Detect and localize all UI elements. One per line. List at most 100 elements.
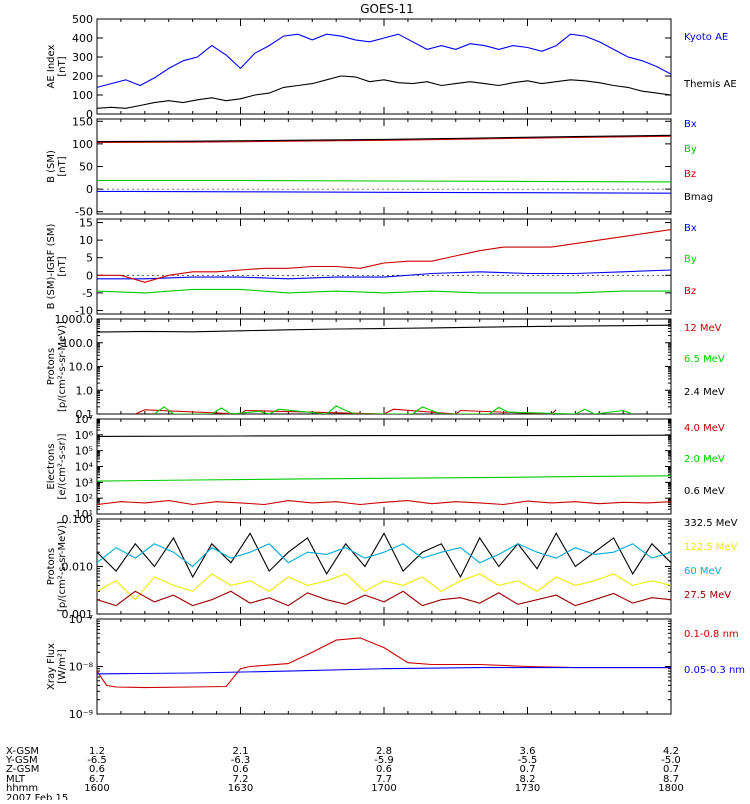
- legend-entry: 27.5 MeV: [684, 590, 731, 601]
- legend-entry: Bx: [684, 119, 697, 130]
- panel-frame: [96, 218, 672, 315]
- panel-b_minus_igrf: -10 -5 0 5 10 15 B (SM)-IGRF (SM) [nT] Bx By Bz: [46, 217, 697, 318]
- y-tick-label: -10: [75, 304, 93, 317]
- series-line-0-05-0-3-nm: [97, 667, 671, 675]
- y-tick-label: 0.010: [62, 561, 94, 574]
- series-line-6-5-mev: [154, 405, 633, 414]
- legend-entry: 2.4 MeV: [684, 387, 725, 398]
- series-line-bx: [97, 269, 671, 280]
- y-tick-label: 10.0: [69, 361, 94, 374]
- legend-entry: By: [684, 144, 697, 155]
- legend-entry: 0.05-0.3 nm: [684, 665, 745, 676]
- y-tick-label: 0.100: [62, 513, 94, 526]
- y-axis-label: [nT]: [57, 256, 68, 276]
- legend-entry: 60 MeV: [684, 566, 722, 577]
- y-axis-label: Protons: [46, 348, 57, 385]
- y-tick-label: 0: [86, 108, 93, 121]
- legend-entry: 4.0 MeV: [684, 423, 725, 434]
- y-axis-label: AE Index: [46, 44, 57, 88]
- panel-ae: 0 100 200 300 400 500 AE Index [nT] Kyoto AE Them…: [46, 13, 737, 121]
- y-tick-label: 300: [72, 51, 93, 64]
- y-tick-label: 10⁴: [75, 461, 94, 474]
- ephemeris-value: -5.5: [518, 755, 538, 766]
- panel-frame: [96, 418, 672, 515]
- series-line-332-5-mev: [97, 532, 671, 579]
- series-line-by: [97, 288, 671, 294]
- y-tick-label: 10⁷: [75, 413, 93, 426]
- ephemeris-value: 6.7: [89, 774, 105, 785]
- legend-entry: Bz: [684, 169, 696, 180]
- legend-entry: Bz: [684, 286, 696, 297]
- y-axis-label: [nT]: [57, 56, 68, 76]
- y-tick-label: 1.0: [76, 384, 94, 397]
- series-line-bz: [97, 135, 671, 144]
- y-axis-label: Xray Flux: [46, 643, 57, 690]
- ephemeris-value: 3.6: [520, 746, 536, 757]
- ephemeris-row-label: hhmm: [6, 783, 38, 794]
- series-line-bmag: [97, 134, 671, 143]
- y-tick-label: 0: [86, 183, 93, 196]
- y-tick-label: 10²: [75, 492, 93, 505]
- ephemeris-value: 0.6: [376, 764, 392, 775]
- series-line-bx: [97, 190, 671, 194]
- legend-entry: 122.5 MeV: [684, 542, 738, 553]
- y-axis-label: B (SM)-IGRF (SM): [46, 224, 57, 310]
- series-line-kyoto-ae: [97, 33, 671, 88]
- ephemeris-value: 0.7: [520, 764, 536, 775]
- ephemeris-row-label: MLT: [6, 774, 26, 785]
- panel-b_sm: -50 0 50 100 150 B (SM) [nT] Bx By Bz Bmag: [46, 115, 713, 218]
- date-label: 2007 Feb 15: [6, 793, 68, 800]
- ephemeris-value: 1730: [515, 783, 540, 794]
- ephemeris-value: -6.3: [231, 755, 251, 766]
- y-axis-label: B (SM): [46, 150, 57, 183]
- series-line-0-1-0-8-nm: [97, 637, 671, 689]
- legend-entry: 0.6 MeV: [684, 486, 725, 497]
- ephemeris-value: 1800: [658, 783, 683, 794]
- series-line-2-4-mev: [97, 324, 671, 333]
- legend-entry: Bmag: [684, 192, 713, 203]
- legend-entry: 332.5 MeV: [684, 518, 738, 529]
- y-axis-label: [e/(cm²-s-sr)]: [57, 433, 68, 499]
- y-tick-label: 10³: [75, 476, 93, 489]
- y-tick-label: 0: [86, 269, 93, 282]
- ephemeris-value: 1.2: [89, 746, 105, 757]
- ephemeris-value: 2.1: [233, 746, 249, 757]
- y-axis-label: [W/m²]: [57, 649, 68, 684]
- y-tick-label: 10⁶: [75, 429, 94, 442]
- ephemeris-value: -5.9: [374, 755, 394, 766]
- series-line-bz: [97, 229, 671, 283]
- panel-frame: [96, 18, 672, 115]
- y-axis-label: [nT]: [57, 156, 68, 176]
- y-tick-label: 50: [79, 161, 93, 174]
- ephemeris-value: 4.2: [663, 746, 679, 757]
- series-line-60-mev: [97, 543, 671, 568]
- y-tick-label: -5: [82, 287, 93, 300]
- y-axis-label: [p/(cm²-s-sr-MeV)]: [57, 521, 68, 612]
- ephemeris-row-label: Z-GSM: [6, 764, 39, 775]
- panel-frame: [96, 118, 672, 215]
- y-tick-label: 15: [79, 217, 93, 230]
- series-line-0-6-mev: [97, 434, 671, 437]
- y-tick-label: 10⁵: [75, 445, 93, 458]
- legend-entry: Themis AE: [683, 79, 737, 90]
- ephemeris-value: 8.7: [663, 774, 679, 785]
- y-axis-label: Protons: [46, 548, 57, 585]
- y-axis-label: [p/(cm²-s-sr-MeV)]: [57, 321, 68, 412]
- plot-title: GOES-11: [360, 2, 414, 16]
- y-tick-label: 10: [79, 234, 93, 247]
- y-tick-label: 200: [72, 70, 93, 83]
- ephemeris-value: 0.7: [663, 764, 679, 775]
- ephemeris-row-label: Y-GSM: [5, 755, 38, 766]
- y-tick-label: -50: [75, 206, 93, 219]
- ephemeris-value: 2.8: [376, 746, 392, 757]
- series-line-12-mev: [135, 408, 557, 414]
- ephemeris-value: 1630: [228, 783, 253, 794]
- panel-frame: [96, 318, 672, 415]
- ephemeris-value: 7.7: [376, 774, 392, 785]
- ephemeris-value: 0.6: [233, 764, 249, 775]
- legend-entry: 12 MeV: [684, 323, 722, 334]
- ephemeris-value: 1700: [371, 783, 396, 794]
- series-line-27-5-mev: [97, 590, 671, 607]
